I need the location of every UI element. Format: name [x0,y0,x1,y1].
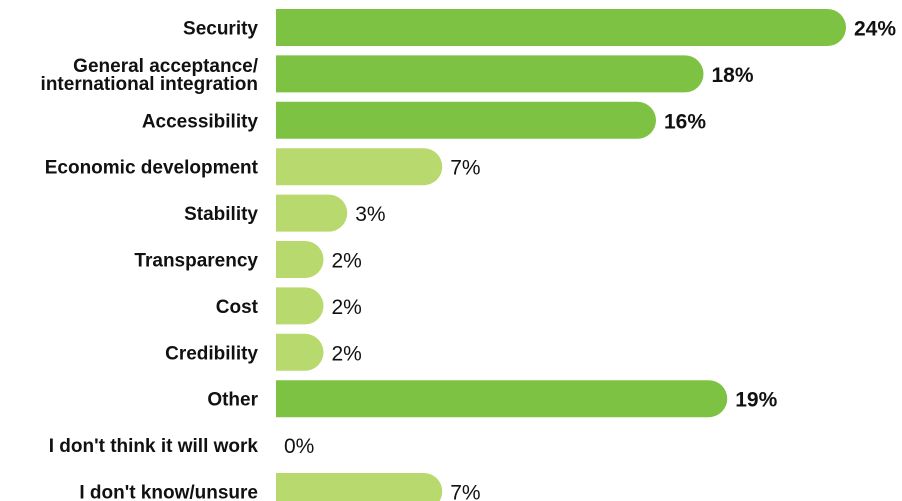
value-label-stability: 3% [355,203,385,226]
value-label-economic-development: 7% [450,157,480,180]
category-label-security: Security [183,19,258,40]
category-label-credibility: Credibility [165,343,258,364]
value-label-credibility: 2% [332,342,362,365]
bar-transparency [276,241,324,278]
category-label-general-acceptance-international-integration: General acceptance/international integra… [41,56,259,95]
value-label-transparency: 2% [332,250,362,273]
value-label-cost: 2% [332,296,362,319]
category-label-cost: Cost [216,297,259,318]
value-label-accessibility: 16% [664,110,706,133]
bar-security [276,9,847,46]
category-label-other: Other [207,390,258,411]
bar-credibility [276,333,324,371]
bar-economic-development [276,148,443,186]
bar-stability [276,194,348,232]
bar-other [276,380,728,418]
value-label-security: 24% [854,18,896,41]
value-label-other: 19% [735,389,777,412]
category-label-i-don-t-know-unsure: I don't know/unsure [79,483,258,501]
category-label-i-don-t-think-it-will-work: I don't think it will work [49,436,259,457]
value-label-i-don-t-know-unsure: 7% [450,482,480,501]
bar-i-don-t-know-unsure [276,473,443,501]
category-label-accessibility: Accessibility [142,111,259,132]
value-label-i-don-t-think-it-will-work: 0% [284,435,314,458]
bar-cost [276,287,324,325]
bar-general-acceptance-international-integration [276,55,704,93]
bar-accessibility [276,101,657,139]
category-label-economic-development: Economic development [45,158,259,179]
category-label-transparency: Transparency [134,251,258,272]
category-label-stability: Stability [184,204,258,225]
value-label-general-acceptance-international-integration: 18% [712,64,754,87]
